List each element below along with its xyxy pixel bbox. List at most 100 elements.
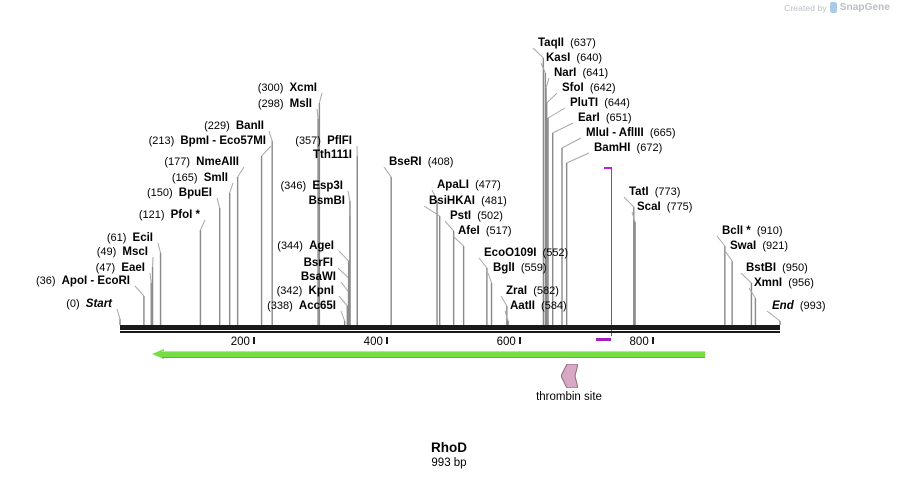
enzyme-label-bsrfi[interactable]: BsrFI xyxy=(0,256,333,270)
enzyme-label-start[interactable]: (0) Start xyxy=(0,297,112,311)
enzyme-position: (229) xyxy=(204,120,236,132)
enzyme-label-eari[interactable]: EarI (651) xyxy=(578,111,632,125)
enzyme-label-esp3i[interactable]: (346) Esp3I xyxy=(0,179,343,193)
enzyme-label-acc65i[interactable]: (338) Acc65I xyxy=(0,299,336,313)
enzyme-label-swai[interactable]: SwaI (921) xyxy=(730,239,788,253)
enzyme-label-bgli[interactable]: BglI (559) xyxy=(493,261,547,275)
enzyme-label-nari[interactable]: NarI (641) xyxy=(554,66,608,80)
enzyme-position: (775) xyxy=(660,201,693,213)
enzyme-position: (36) xyxy=(35,275,62,287)
enzyme-label-msci[interactable]: (49) MscI xyxy=(0,245,148,259)
enzyme-label-bsmbi[interactable]: BsmBI xyxy=(0,194,345,208)
enzyme-label-pflfi[interactable]: (357) PflFI xyxy=(0,134,352,148)
enzyme-position: (641) xyxy=(576,67,609,79)
enzyme-name: Acc65I xyxy=(298,300,336,312)
enzyme-label-tati[interactable]: TatI (773) xyxy=(629,185,680,199)
watermark-prefix: Created by xyxy=(784,2,827,13)
pgex-feature-line xyxy=(610,168,612,336)
enzyme-label-mlui-aflii[interactable]: MluI - AflIII (665) xyxy=(586,126,676,140)
enzyme-label-tth111i[interactable]: Tth111I xyxy=(0,148,352,162)
enzyme-label-afei[interactable]: AfeI (517) xyxy=(458,224,512,238)
enzyme-position: (950) xyxy=(776,262,808,274)
enzyme-label-bcli[interactable]: BclI * (910) xyxy=(722,224,783,238)
enzyme-position: (298) xyxy=(257,98,290,110)
enzyme-label-psti[interactable]: PstI (502) xyxy=(450,209,503,223)
site-leader-line xyxy=(318,92,323,104)
enzyme-name: Esp3I xyxy=(312,180,343,192)
enzyme-label-bpuei[interactable]: (150) BpuEI xyxy=(0,186,212,200)
enzyme-label-pluti[interactable]: PluTI (644) xyxy=(570,96,630,110)
orf-arrow-shaft xyxy=(161,351,705,358)
site-leader-line xyxy=(566,152,590,164)
enzyme-label-bamhi[interactable]: BamHI (672) xyxy=(594,141,662,155)
enzyme-label-kasi[interactable]: KasI (640) xyxy=(546,51,602,65)
enzyme-label-sfoi[interactable]: SfoI (642) xyxy=(562,81,616,95)
enzyme-label-end[interactable]: End (993) xyxy=(772,299,826,313)
ruler-tick xyxy=(385,337,388,344)
enzyme-name: BamHI xyxy=(594,142,631,154)
enzyme-label-msli[interactable]: (298) MslI xyxy=(0,97,312,111)
enzyme-name: BpmI - Eco57MI xyxy=(180,135,266,147)
enzyme-name: BsiHKAI xyxy=(429,195,476,207)
enzyme-label-smli[interactable]: (165) SmlI xyxy=(0,171,228,185)
enzyme-name: SfoI xyxy=(562,82,584,94)
thrombin-site-arrow-icon[interactable] xyxy=(560,363,579,389)
snapgene-logo-icon xyxy=(829,2,838,13)
pgex-feature-bar[interactable] xyxy=(595,338,611,341)
enzyme-name: BglI xyxy=(493,262,515,274)
enzyme-position: (121) xyxy=(138,209,171,221)
enzyme-name: EarI xyxy=(578,112,600,124)
enzyme-label-bseri[interactable]: BseRI (408) xyxy=(389,155,453,169)
site-leader-line xyxy=(340,310,346,322)
ruler-tick-label: 800 xyxy=(629,336,649,348)
sequence-length: 993 bp xyxy=(431,457,467,469)
enzyme-name: MscI xyxy=(122,246,148,258)
enzyme-position: (559) xyxy=(514,262,547,274)
enzyme-position: (408) xyxy=(421,156,454,168)
enzyme-name: EaeI xyxy=(121,262,145,274)
enzyme-position: (357) xyxy=(295,135,328,147)
enzyme-name: EcoO109I xyxy=(484,247,537,259)
enzyme-label-xmni[interactable]: XmnI (956) xyxy=(754,276,814,290)
enzyme-name: SwaI xyxy=(730,240,757,252)
enzyme-name: MslI xyxy=(289,98,312,110)
site-leader-line xyxy=(546,92,558,104)
enzyme-label-ecoo109i[interactable]: EcoO109I (552) xyxy=(484,246,568,260)
enzyme-position: (993) xyxy=(793,300,826,312)
ruler-tick-label: 200 xyxy=(230,336,250,348)
enzyme-label-bstbi[interactable]: BstBI (950) xyxy=(746,261,808,275)
enzyme-name: ApoI - EcoRI xyxy=(61,275,130,287)
enzyme-label-scai[interactable]: ScaI (775) xyxy=(637,200,692,214)
enzyme-label-zrai[interactable]: ZraI (582) xyxy=(506,284,559,298)
enzyme-label-pfoi[interactable]: (121) PfoI * xyxy=(0,208,200,222)
enzyme-label-aatii[interactable]: AatII (584) xyxy=(510,299,567,313)
enzyme-position: (773) xyxy=(648,186,681,198)
enzyme-label-apali[interactable]: ApaLI (477) xyxy=(437,178,501,192)
enzyme-label-kpni[interactable]: (342) KpnI xyxy=(0,284,334,298)
enzyme-position: (640) xyxy=(570,52,603,64)
enzyme-label-banii[interactable]: (229) BanII xyxy=(0,119,264,133)
enzyme-label-bsawi[interactable]: BsaWI xyxy=(0,270,336,284)
enzyme-name: End xyxy=(772,300,794,312)
enzyme-label-agei[interactable]: (344) AgeI xyxy=(0,239,334,253)
enzyme-label-taqii[interactable]: TaqII (637) xyxy=(538,36,596,50)
enzyme-label-apoi-ecori[interactable]: (36) ApoI - EcoRI xyxy=(0,274,130,288)
enzyme-label-nmeaiii[interactable]: (177) NmeAIII xyxy=(0,155,239,169)
sequence-backbone[interactable] xyxy=(120,325,780,330)
enzyme-label-eaei[interactable]: (47) EaeI xyxy=(0,261,145,275)
enzyme-label-xcmi[interactable]: (300) XcmI xyxy=(0,81,317,95)
enzyme-position: (338) xyxy=(267,300,299,312)
enzyme-label-ecii[interactable]: (61) EciI xyxy=(0,231,153,245)
orf-arrow[interactable] xyxy=(151,349,705,359)
enzyme-position: (672) xyxy=(630,142,663,154)
enzyme-name: KasI xyxy=(546,52,571,64)
site-leader-line xyxy=(547,107,566,119)
enzyme-label-bsihkai[interactable]: BsiHKAI (481) xyxy=(429,194,507,208)
enzyme-position: (150) xyxy=(146,187,179,199)
ruler-tick xyxy=(518,337,521,344)
enzyme-name: AatII xyxy=(510,300,535,312)
site-leader-line xyxy=(347,190,351,202)
enzyme-label-bpmi[interactable]: (213) BpmI - Eco57MI xyxy=(0,134,266,148)
enzyme-position: (956) xyxy=(782,277,814,289)
